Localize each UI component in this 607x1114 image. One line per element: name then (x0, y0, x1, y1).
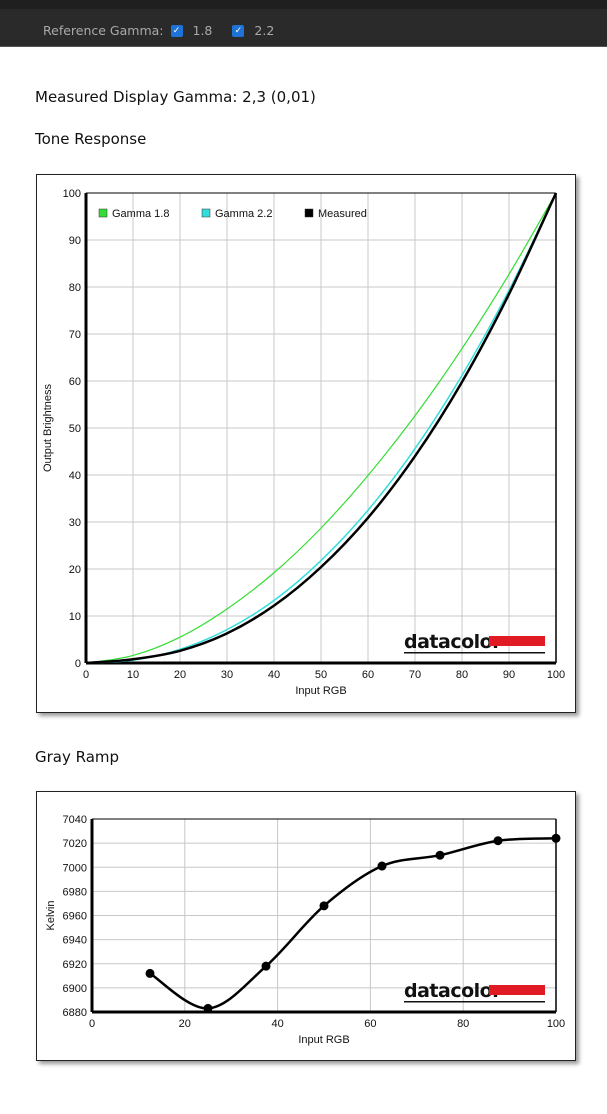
y-tick-label: 10 (69, 611, 81, 623)
y-tick-label: 6960 (63, 911, 87, 923)
data-point (377, 861, 387, 871)
data-point (551, 833, 561, 843)
gray-chart-svg: 0 20 40 60 80 100 6880 6900 6920 6940 6960 6980 7000… (45, 814, 565, 1046)
y-tick-label: 7020 (63, 838, 87, 850)
x-tick-label: 80 (456, 669, 468, 681)
reference-gamma-label: Reference Gamma: (43, 23, 164, 38)
legend-swatch (304, 208, 314, 218)
data-point (435, 850, 445, 860)
data-point (319, 901, 329, 911)
x-tick-label: 30 (221, 669, 233, 681)
gray-ramp-title: Gray Ramp (35, 748, 120, 766)
y-tick-label: 7040 (63, 814, 87, 826)
y-tick-label: 50 (69, 423, 81, 435)
y-tick-label: 30 (69, 517, 81, 529)
toolbar: Reference Gamma: ✓ 1.8 ✓ 2.2 (0, 0, 607, 47)
x-tick-label: 40 (271, 1018, 283, 1030)
x-tick-label: 100 (547, 1018, 565, 1030)
series-line-measured (85, 192, 558, 665)
tone-response-title: Tone Response (35, 130, 147, 148)
x-tick-label: 0 (83, 669, 89, 681)
legend-swatch (98, 208, 108, 218)
y-tick-label: 6920 (63, 959, 87, 971)
y-tick-label: 20 (69, 564, 81, 576)
y-tick-label: 7000 (63, 862, 87, 874)
datacolor-logo-bar (489, 636, 545, 646)
x-tick-label: 20 (179, 1018, 191, 1030)
legend-label: Gamma 1.8 (112, 208, 169, 220)
x-tick-label: 40 (268, 669, 280, 681)
datacolor-logo-bar (489, 985, 545, 995)
x-tick-label: 80 (457, 1018, 469, 1030)
x-tick-label: 10 (127, 669, 139, 681)
x-tick-label: 70 (409, 669, 421, 681)
datacolor-logo-underline (404, 652, 545, 654)
y-tick-label: 6880 (63, 1007, 87, 1019)
gamma-22-label: 2.2 (254, 23, 275, 38)
gray-ramp-chart: 0 20 40 60 80 100 6880 6900 6920 6940 6960 6980 7000… (36, 791, 576, 1061)
x-tick-label: 100 (547, 669, 565, 681)
y-tick-label: 90 (69, 235, 81, 247)
data-point (493, 836, 503, 846)
y-tick-label: 0 (75, 658, 81, 670)
data-point (261, 961, 271, 971)
tone-response-chart: 0 10 20 30 40 50 60 70 80 90 100 0 10 20 30 40 50 60 70 80 9… (36, 174, 576, 713)
y-tick-label: 6940 (63, 935, 87, 947)
y-tick-label: 100 (63, 188, 81, 200)
series-line-gamma-1-8 (85, 192, 557, 664)
x-tick-label: 20 (174, 669, 186, 681)
data-point (203, 1003, 213, 1013)
x-tick-label: 90 (503, 669, 515, 681)
tone-chart-svg: 0 10 20 30 40 50 60 70 80 90 100 0 10 20 30 40 50 60 70 80 9… (42, 188, 565, 697)
measured-gamma: Measured Display Gamma: 2,3 (0,01) (35, 88, 316, 106)
x-tick-label: 0 (89, 1018, 95, 1030)
x-tick-label: 60 (364, 1018, 376, 1030)
datacolor-logo-underline (404, 1001, 545, 1003)
y-tick-label: 80 (69, 282, 81, 294)
x-axis-label: Input RGB (298, 1034, 349, 1046)
y-tick-label: 6900 (63, 983, 87, 995)
x-axis-label: Input RGB (295, 685, 346, 697)
y-tick-label: 6980 (63, 886, 87, 898)
legend-swatch (201, 208, 211, 218)
y-tick-label: 40 (69, 470, 81, 482)
gamma-18-label: 1.8 (192, 23, 213, 38)
datacolor-logo: datacolor (404, 980, 502, 1002)
gamma-18-checkbox[interactable]: ✓ (170, 24, 183, 37)
legend-label: Measured (318, 208, 367, 220)
datacolor-logo: datacolor (404, 631, 502, 653)
x-tick-label: 60 (362, 669, 374, 681)
data-point (145, 968, 155, 978)
y-axis-label: Kelvin (45, 901, 57, 931)
y-tick-label: 70 (69, 329, 81, 341)
x-tick-label: 50 (315, 669, 327, 681)
y-tick-label: 60 (69, 376, 81, 388)
legend-label: Gamma 2.2 (215, 208, 272, 220)
reference-gamma: Reference Gamma: ✓ 1.8 ✓ 2.2 (43, 23, 274, 38)
gamma-22-checkbox[interactable]: ✓ (232, 24, 245, 37)
y-axis-label: Output Brightness (42, 383, 54, 472)
